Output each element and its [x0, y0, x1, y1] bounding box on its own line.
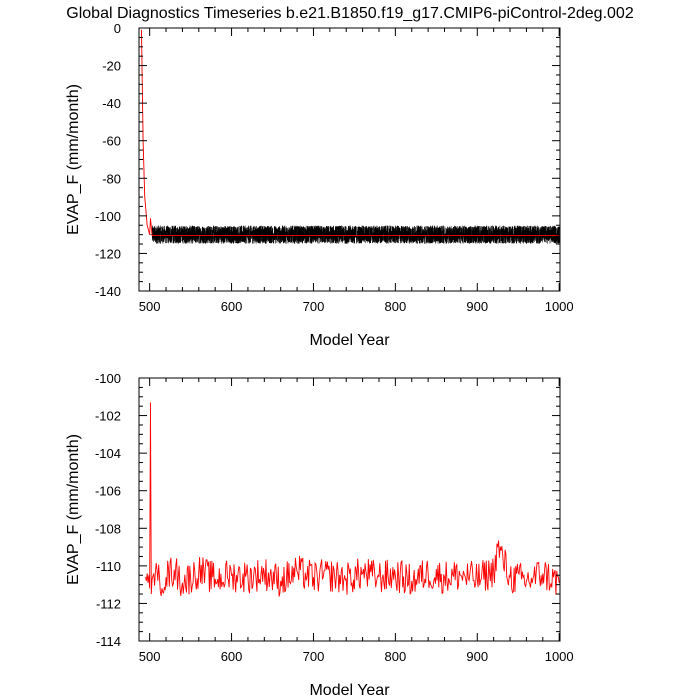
series-line-red [141, 29, 560, 237]
y-tick-label: 0 [114, 21, 121, 36]
plot-frame [138, 377, 561, 642]
x-tick-label: 800 [385, 299, 407, 314]
x-tick-label: 600 [221, 649, 243, 664]
y-tick-label: -20 [102, 59, 121, 74]
x-tick-label: 500 [139, 649, 161, 664]
x-tick-label: 900 [466, 649, 488, 664]
x-tick-label: 1000 [545, 649, 574, 664]
x-tick-label: 1000 [545, 299, 574, 314]
y-axis-label: EVAP_F (mm/month) [65, 434, 82, 585]
panel-top: 500 600 700 800 900 1000 0 -20 -40 -60 -80 -100 -120… [65, 21, 574, 349]
y-tick-label: -114 [96, 634, 121, 649]
y-tick-label: -140 [95, 284, 121, 299]
x-tick-label: 500 [139, 299, 161, 314]
y-axis-label: EVAP_F (mm/month) [65, 84, 82, 235]
y-tick-label: -110 [96, 559, 121, 574]
x-axis-label: Model Year [309, 682, 390, 699]
figure-title: Global Diagnostics Timeseries b.e21.B185… [66, 5, 634, 22]
x-tick-label: 800 [385, 649, 407, 664]
y-tick-label: -100 [95, 209, 121, 224]
y-tick-label: -108 [95, 521, 121, 536]
y-tick-label: -120 [95, 246, 121, 261]
series-line-black [141, 29, 560, 244]
x-axis-label: Model Year [309, 332, 390, 349]
y-tick-label: -60 [102, 134, 121, 149]
x-tick-label: 900 [466, 299, 488, 314]
x-tick-label: 700 [303, 299, 325, 314]
y-tick-label: -104 [95, 446, 121, 461]
x-tick-label: 700 [303, 649, 325, 664]
y-tick-label: -100 [95, 371, 121, 386]
plot-frame [138, 27, 561, 292]
series-line-red [145, 402, 560, 597]
y-tick-label: -106 [95, 484, 121, 499]
panel-bottom: 500 600 700 800 900 1000 -100 -102 -104 -106 -108 -… [65, 371, 574, 699]
x-tick-label: 600 [221, 299, 243, 314]
y-tick-label: -112 [96, 596, 121, 611]
y-tick-label: -80 [102, 171, 121, 186]
y-tick-label: -40 [102, 96, 121, 111]
y-tick-label: -102 [95, 409, 121, 424]
